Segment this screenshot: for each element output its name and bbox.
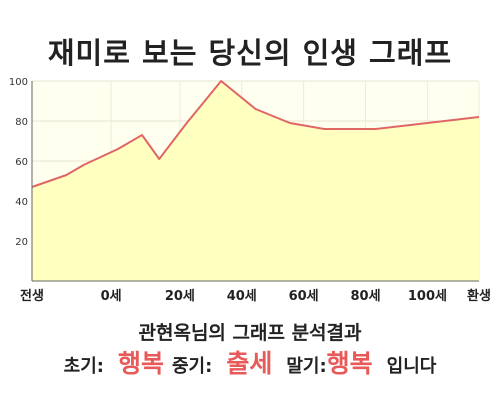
late-label: 말기:: [286, 356, 327, 377]
x-tick-label: 전생: [20, 288, 44, 304]
result-suffix: 입니다: [386, 356, 437, 377]
result-summary: 초기: 행복 중기: 출세 말기:행복 입니다: [0, 344, 500, 380]
y-tick-label: 20: [15, 237, 28, 248]
late-value: 행복: [326, 349, 373, 378]
x-tick-label: 환생: [467, 288, 491, 304]
x-tick-label: 40세: [227, 289, 257, 304]
early-value: 행복: [117, 349, 164, 378]
mid-label: 중기:: [171, 356, 213, 377]
mid-value: 출세: [226, 349, 273, 378]
y-tick-label: 100: [9, 77, 28, 88]
x-tick-label: 0세: [101, 289, 122, 304]
y-tick-label: 40: [15, 197, 28, 208]
x-tick-label: 100세: [408, 289, 447, 304]
early-label: 초기:: [63, 356, 104, 377]
result-title: 관현옥님의 그래프 분석결과: [138, 322, 362, 344]
chart-title: 재미로 보는 당신의 인생 그래프: [47, 36, 453, 70]
y-tick-label: 80: [15, 117, 28, 128]
x-tick-label: 80세: [350, 289, 380, 304]
x-tick-label: 20세: [165, 289, 195, 304]
area-fill: [32, 81, 479, 281]
y-tick-label: 60: [15, 157, 28, 168]
x-tick-label: 60세: [289, 289, 319, 304]
series-line: [31, 80, 480, 188]
